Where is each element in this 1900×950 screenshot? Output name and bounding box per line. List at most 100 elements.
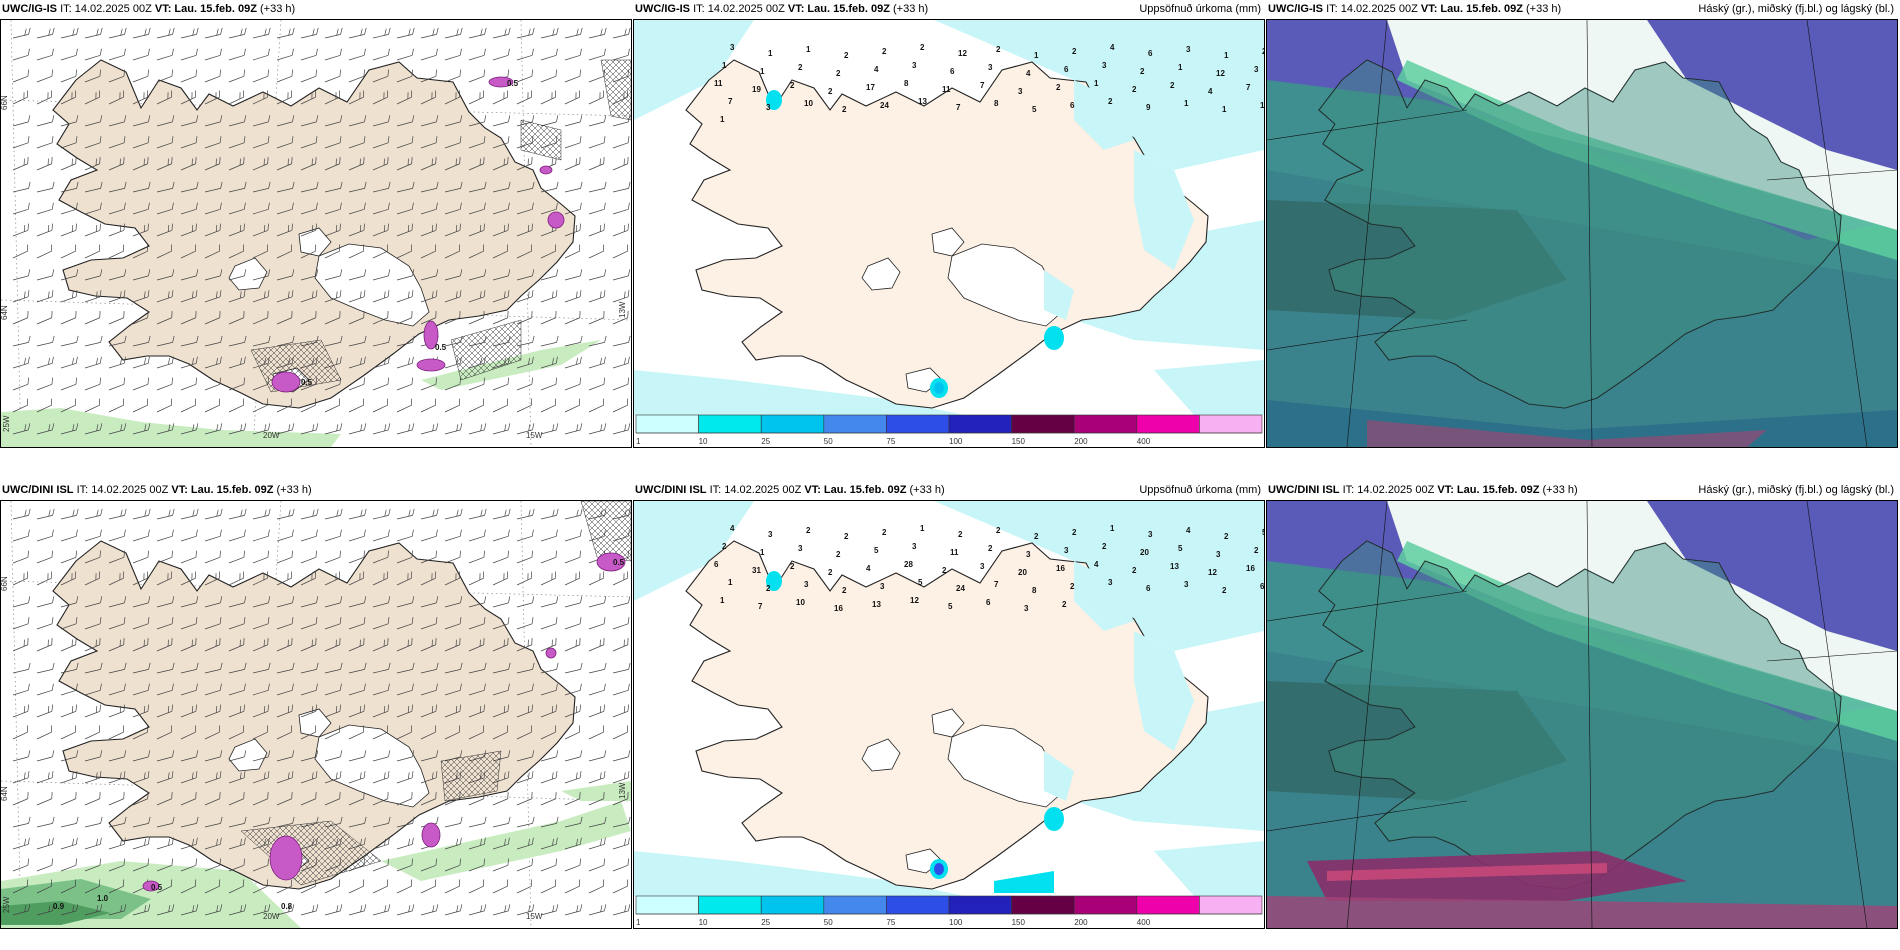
wind-barb-feather	[387, 617, 390, 624]
wind-barb	[300, 202, 318, 215]
wind-barb-feather	[220, 423, 223, 430]
wind-barb	[420, 27, 439, 39]
wind-barb-feather	[407, 158, 409, 166]
wind-barb	[612, 725, 629, 740]
colorbar-bin	[948, 414, 1012, 434]
wind-barb-feather	[436, 181, 439, 189]
wind-barb-feather	[556, 596, 559, 603]
wind-barb-feather	[316, 423, 319, 430]
wind-barb-feather	[460, 904, 463, 911]
wind-barb-feather	[336, 28, 339, 36]
wind-barb-shaft	[84, 188, 101, 193]
wind-barb-feather	[311, 639, 313, 647]
wind-barb	[348, 136, 366, 149]
wind-barb	[468, 550, 485, 564]
wind-barb	[468, 423, 487, 435]
wind-barb-feather	[287, 158, 289, 166]
wind-barb	[108, 750, 127, 762]
wind-barb	[396, 725, 413, 740]
precip-area	[634, 501, 754, 601]
wind-barb	[396, 638, 413, 652]
wind-barb-feather	[459, 858, 461, 866]
wind-barb	[564, 290, 582, 303]
wind-barb-feather	[411, 704, 413, 712]
wind-barb-feather	[291, 223, 293, 231]
wind-barb-shaft	[228, 429, 245, 435]
wind-barb-feather	[436, 115, 439, 122]
wind-barb-feather	[363, 90, 365, 98]
wind-barb-feather	[291, 398, 293, 406]
wind-barb-feather	[340, 269, 343, 276]
wind-barb	[540, 837, 558, 850]
wind-barb	[252, 529, 270, 542]
wind-barb-feather	[27, 136, 30, 143]
wind-barb-feather	[531, 90, 533, 98]
wind-barb-feather	[148, 750, 151, 757]
wind-barb-feather	[195, 90, 197, 98]
wind-barb-shaft	[372, 556, 389, 564]
wind-barb-feather	[216, 905, 219, 912]
wind-barb	[252, 571, 269, 586]
wind-barb	[516, 398, 533, 413]
wind-barb-shaft	[276, 142, 293, 149]
precip-value: 16	[1056, 564, 1065, 573]
wind-barb-shaft	[420, 250, 436, 259]
wind-barb-feather	[628, 27, 631, 35]
wind-barb-feather	[435, 638, 437, 645]
wind-barb-shaft	[348, 577, 364, 586]
wind-barb-shaft	[300, 515, 317, 520]
wind-barb-feather	[47, 639, 49, 647]
wind-barb-feather	[363, 377, 365, 385]
wind-barb-shaft	[108, 96, 124, 105]
wind-barb-shaft	[492, 623, 509, 630]
wind-barb-feather	[315, 725, 317, 733]
wind-barb-feather	[76, 181, 79, 189]
wind-barb-shaft	[300, 731, 316, 740]
wind-barb-feather	[267, 157, 269, 164]
wind-barb-feather	[460, 596, 463, 603]
wind-barb-shaft	[12, 142, 29, 149]
wind-barb-feather	[315, 571, 317, 579]
wind-barb-shaft	[228, 296, 245, 303]
wind-barb-feather	[291, 571, 293, 579]
wind-barb-feather	[532, 904, 535, 911]
wind-barb	[540, 69, 557, 83]
wind-barb	[204, 311, 221, 325]
wind-barb-feather	[171, 725, 173, 733]
wind-barb-shaft	[180, 710, 197, 718]
wind-barb-shaft	[108, 777, 125, 784]
wind-barb	[300, 508, 319, 520]
wind-barb-shaft	[348, 731, 364, 740]
wind-barb-feather	[243, 356, 246, 364]
wind-barb	[564, 792, 581, 806]
wind-barb	[156, 858, 173, 872]
wind-barb-feather	[479, 639, 481, 647]
wind-barb-feather	[459, 725, 461, 733]
wind-barb-feather	[196, 750, 199, 757]
grid-line	[1766, 169, 1897, 181]
wind-barb	[156, 181, 175, 193]
wind-barb-feather	[267, 311, 269, 318]
wind-barb-shaft	[84, 250, 100, 259]
wind-barb-feather	[216, 357, 218, 365]
wind-barb-shaft	[564, 250, 580, 259]
wind-barb-shaft	[516, 188, 533, 193]
wind-barb-feather	[48, 424, 51, 431]
wind-barb	[12, 704, 29, 718]
wind-barb	[60, 398, 77, 413]
precip-value: 1	[720, 596, 725, 605]
wind-barb-feather	[316, 508, 319, 516]
wind-barb-feather	[459, 837, 462, 845]
wind-barb	[540, 879, 557, 894]
field-value: 1.0	[97, 894, 109, 903]
wind-barb	[516, 771, 534, 784]
wind-barb	[444, 725, 461, 740]
wind-barb-feather	[123, 223, 125, 231]
wind-barb-shaft	[348, 535, 365, 542]
wind-barb-feather	[459, 879, 461, 887]
wind-barb-shaft	[12, 669, 29, 674]
wind-barb-feather	[527, 772, 530, 780]
wind-barb	[276, 269, 295, 281]
wind-barb-feather	[268, 750, 271, 757]
wind-barb-feather	[171, 377, 173, 385]
